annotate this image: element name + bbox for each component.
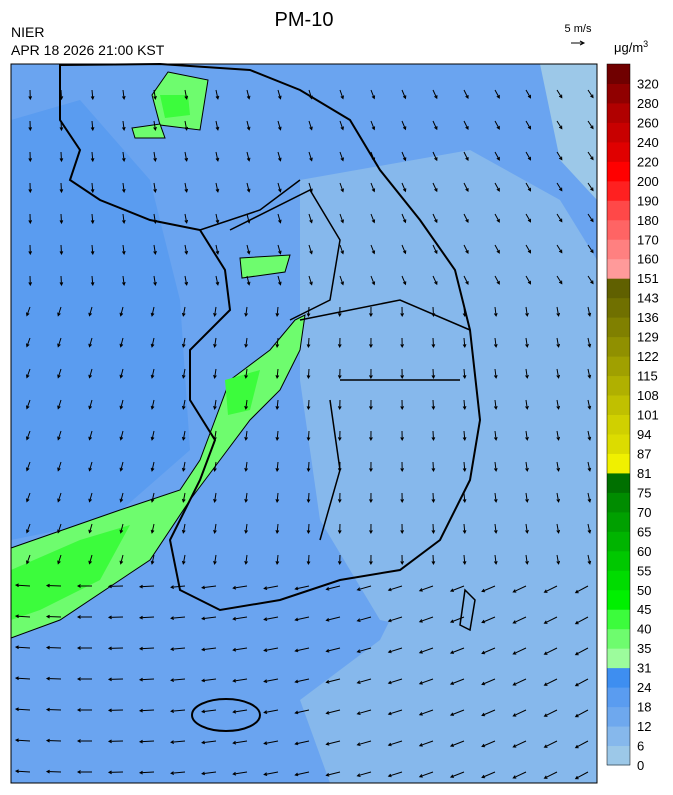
- colorbar-band: [607, 297, 630, 318]
- wind-legend-arrow: [571, 40, 586, 46]
- darker-region: [11, 100, 190, 540]
- colorbar-tick-label: 45: [637, 602, 651, 617]
- colorbar-band: [607, 531, 630, 552]
- map-frame: [10, 63, 598, 784]
- island: [459, 588, 476, 632]
- colorbar-band: [607, 745, 630, 766]
- colorbar-band: [607, 589, 630, 610]
- colorbar-tick-label: 115: [637, 369, 658, 384]
- colorbar-tick-label: 151: [637, 271, 659, 286]
- colorbar-band: [607, 433, 630, 454]
- wind-arrows: [14, 89, 594, 780]
- unit-sup: 3: [643, 39, 648, 49]
- colorbar-tick-label: 190: [637, 193, 659, 208]
- wind-legend-label: 5 m/s: [565, 23, 592, 35]
- colorbar-band: [607, 414, 630, 435]
- colorbar-band: [607, 609, 630, 630]
- colorbar-band: [607, 628, 630, 649]
- colorbar-tick-label: 87: [637, 446, 651, 461]
- agency: NIER: [11, 24, 44, 40]
- colorbar-tick-label: 180: [637, 213, 659, 228]
- green-core: [225, 370, 260, 415]
- title: PM-10: [275, 9, 334, 31]
- colorbar-tick-label: 18: [637, 700, 651, 715]
- green-core: [11, 525, 130, 620]
- colorbar-tick-label: 70: [637, 505, 651, 520]
- colorbar-band: [607, 141, 630, 162]
- colorbar-band: [607, 356, 630, 377]
- colorbar-tick-label: 200: [637, 174, 659, 189]
- colorbar-band: [607, 667, 630, 688]
- colorbar-tick-label: 35: [637, 641, 651, 656]
- colorbar-band: [607, 492, 630, 513]
- colorbar-band: [607, 239, 630, 260]
- green-patch: [239, 254, 291, 279]
- colorbar-tick-label: 24: [637, 680, 651, 695]
- green-core: [160, 95, 190, 118]
- colorbar-tick-label: 75: [637, 485, 651, 500]
- colorbar-tick-label: 160: [637, 252, 659, 267]
- colorbar-tick-label: 129: [637, 330, 659, 345]
- colorbar-band: [607, 706, 630, 727]
- colorbar-frame: [606, 63, 631, 766]
- map: [10, 62, 598, 784]
- colorbar-band: [607, 511, 630, 532]
- colorbar-tick-label: 220: [637, 154, 659, 169]
- lighter-region: [300, 150, 597, 640]
- colorbar-tick-label: 320: [637, 76, 659, 91]
- colorbar-band: [607, 180, 630, 201]
- colorbar-band: [607, 550, 630, 571]
- colorbar-tick-label: 280: [637, 96, 659, 111]
- jeju-island: [191, 698, 261, 732]
- colorbar-tick-label: 240: [637, 135, 659, 150]
- colorbar-tick-label: 94: [637, 427, 651, 442]
- datetime: APR 18 2026 21:00 KST: [11, 42, 165, 58]
- lighter-region: [300, 520, 597, 783]
- colorbar-band: [607, 102, 630, 123]
- colorbar-band: [607, 122, 630, 143]
- colorbar-tick-label: 50: [637, 583, 651, 598]
- colorbar-band: [607, 258, 630, 279]
- colorbar-band: [607, 336, 630, 357]
- colorbar-band: [607, 570, 630, 591]
- colorbar-band: [607, 219, 630, 240]
- colorbar-tick-label: 170: [637, 232, 659, 247]
- colorbar-band: [607, 648, 630, 669]
- colorbar-tick-label: 31: [637, 661, 651, 676]
- colorbar-tick-label: 260: [637, 115, 659, 130]
- colorbar-band: [607, 83, 630, 104]
- colorbar-tick-label: 101: [637, 408, 659, 423]
- colorbar-tick-label: 12: [637, 719, 651, 734]
- colorbar-tick-label: 60: [637, 544, 651, 559]
- colorbar-tick-label: 136: [637, 310, 659, 325]
- colorbar-tick-label: 143: [637, 291, 659, 306]
- colorbar-band: [607, 317, 630, 338]
- colorbar-band: [607, 726, 630, 747]
- colorbar-band: [607, 687, 630, 708]
- unit: μg/m3: [614, 39, 648, 55]
- colorbar-band: [607, 200, 630, 221]
- colorbar-tick-label: 6: [637, 739, 644, 754]
- unit-base: μg/m: [614, 40, 643, 55]
- colorbar: 0 6 12 18 24 31 35 40 45 50 55 60 65 70 75 81 87 94 101 108…: [606, 63, 659, 773]
- colorbar-tick-label: 122: [637, 349, 659, 364]
- colorbar-tick-label: 55: [637, 563, 651, 578]
- colorbar-band: [607, 161, 630, 182]
- colorbar-tick-label: 0: [637, 758, 644, 773]
- colorbar-tick-label: 65: [637, 524, 651, 539]
- lightest-region: [540, 64, 597, 200]
- colorbar-band: [607, 375, 630, 396]
- colorbar-band: [607, 278, 630, 299]
- coastline: [59, 62, 482, 612]
- colorbar-tick-label: 40: [637, 622, 651, 637]
- colorbar-tick-label: 81: [637, 466, 651, 481]
- colorbar-band: [607, 395, 630, 415]
- colorbar-tick-label: 108: [637, 388, 659, 403]
- colorbar-band: [607, 453, 630, 474]
- colorbar-band: [607, 472, 630, 493]
- colorbar-band: [607, 64, 630, 84]
